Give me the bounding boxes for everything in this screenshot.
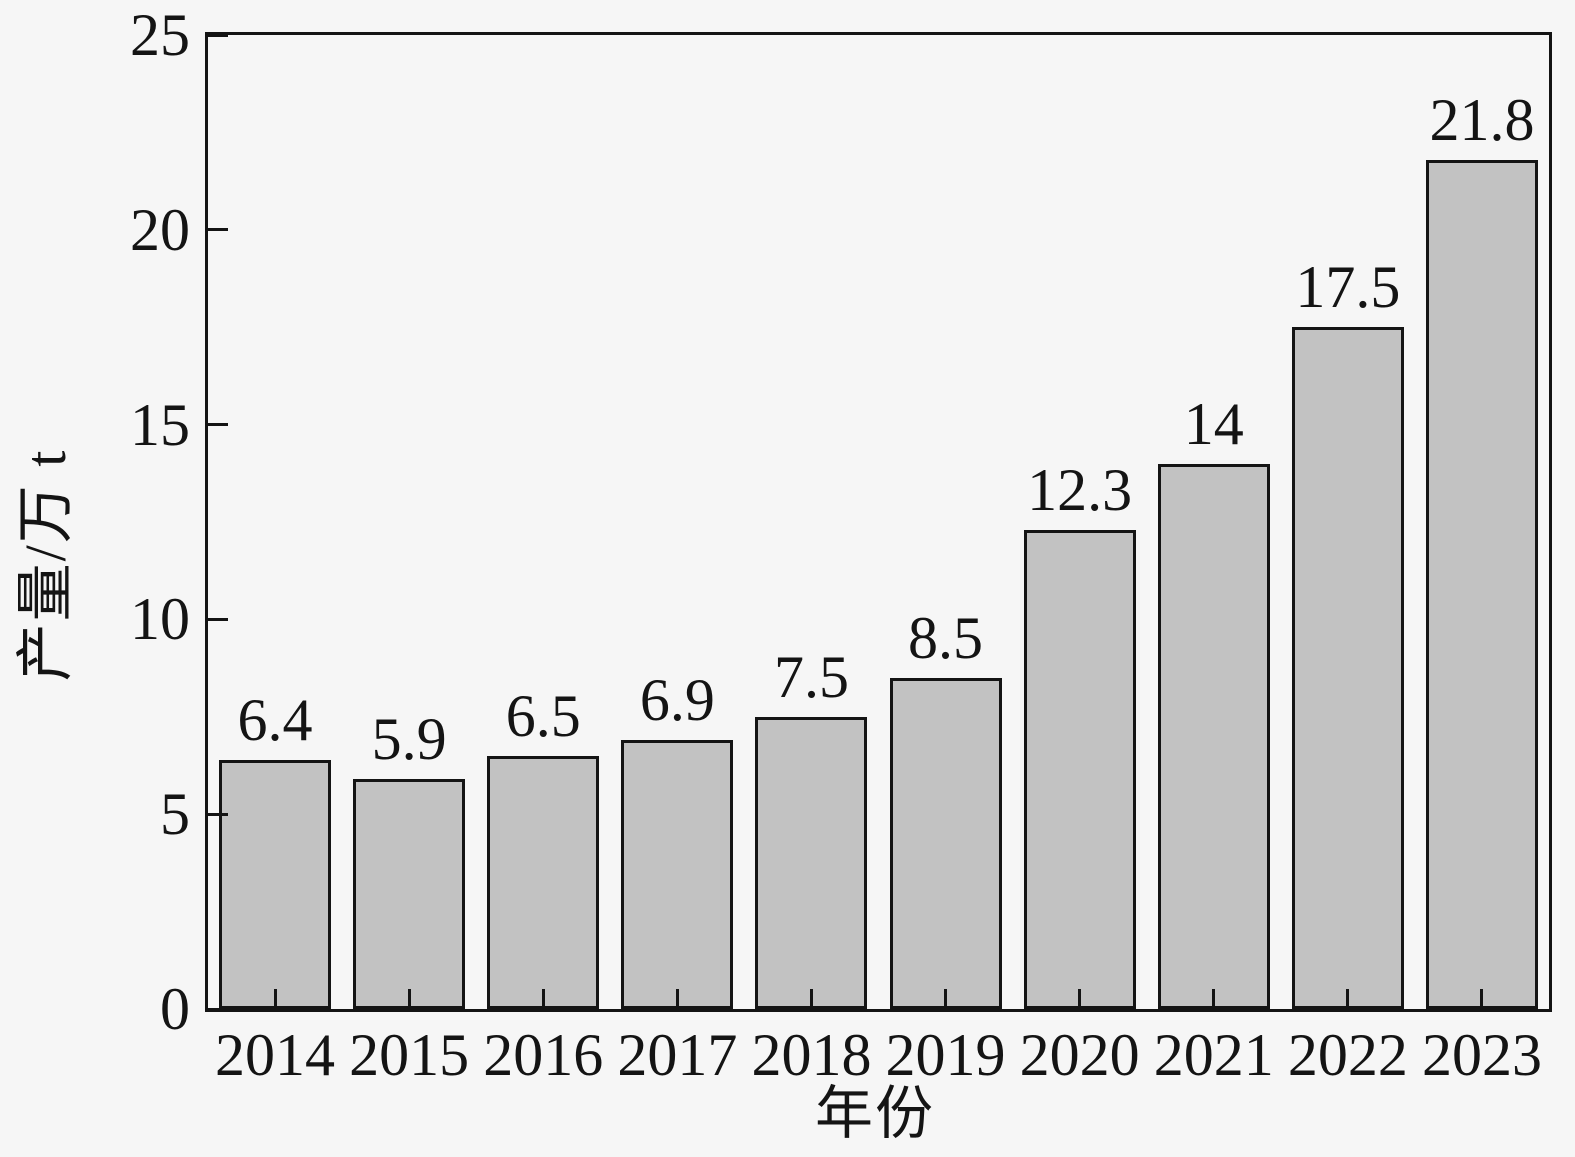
y-axis-tick (208, 228, 228, 232)
bar-value-label: 8.5 (908, 604, 984, 671)
x-axis-tick (273, 989, 277, 1009)
bar (621, 740, 734, 1009)
bar-value-label: 7.5 (773, 643, 849, 710)
y-tick-label: 20 (130, 196, 190, 263)
x-axis-tick (407, 989, 411, 1009)
y-axis-tick (208, 33, 228, 37)
bar-value-label: 12.3 (1027, 456, 1133, 523)
bar-value-label: 6.4 (237, 686, 313, 753)
x-axis-title: 年份 (814, 1081, 936, 1146)
bar (353, 779, 466, 1009)
x-tick-label: 2020 (1019, 1022, 1140, 1088)
bar-value-label: 14 (1183, 390, 1244, 457)
y-axis-tick (208, 423, 228, 427)
bar (889, 677, 1002, 1009)
x-axis-tick (1078, 989, 1082, 1009)
y-tick-label: 10 (130, 586, 190, 653)
x-tick-label: 2023 (1421, 1022, 1542, 1088)
y-axis-tick (208, 617, 228, 621)
y-axis-tick (208, 1007, 228, 1011)
y-axis-title: 产量/万 t (13, 448, 78, 682)
y-tick-label: 15 (130, 391, 190, 458)
bar-value-label: 5.9 (371, 706, 447, 773)
x-axis-tick (944, 989, 948, 1009)
bar-value-label: 6.9 (639, 667, 715, 734)
bar-value-label: 6.5 (505, 682, 581, 749)
x-tick-label: 2022 (1287, 1022, 1408, 1088)
x-axis-tick (675, 989, 679, 1009)
x-tick-label: 2017 (617, 1022, 738, 1088)
x-tick-label: 2015 (349, 1022, 470, 1088)
x-axis-tick (1346, 989, 1350, 1009)
y-tick-label: 0 (160, 976, 190, 1042)
x-tick-label: 2016 (483, 1022, 604, 1088)
x-tick-label: 2021 (1153, 1022, 1274, 1088)
x-axis-tick (541, 989, 545, 1009)
x-axis-tick (1212, 989, 1216, 1009)
x-tick-label: 2018 (751, 1022, 872, 1088)
bar-value-label: 21.8 (1429, 86, 1535, 153)
bar-value-label: 17.5 (1295, 254, 1401, 321)
bar (487, 755, 600, 1009)
x-tick-label: 2014 (215, 1022, 336, 1088)
bar (1291, 327, 1404, 1009)
x-axis-tick (809, 989, 813, 1009)
y-tick-label: 25 (130, 2, 190, 68)
bar (219, 759, 332, 1009)
bar (1023, 529, 1136, 1009)
bar (755, 716, 868, 1009)
bar (1157, 463, 1270, 1009)
x-axis-tick (1480, 989, 1484, 1009)
y-axis-tick (208, 812, 228, 816)
plot-area: 0 5 10 15 20 25 6.4 2014 5.9 2015 6.5 2016 6.9 2017 7.… (130, 5, 1552, 1085)
y-tick-label: 5 (160, 781, 190, 848)
bar (1425, 159, 1538, 1009)
x-tick-label: 2019 (885, 1022, 1006, 1088)
